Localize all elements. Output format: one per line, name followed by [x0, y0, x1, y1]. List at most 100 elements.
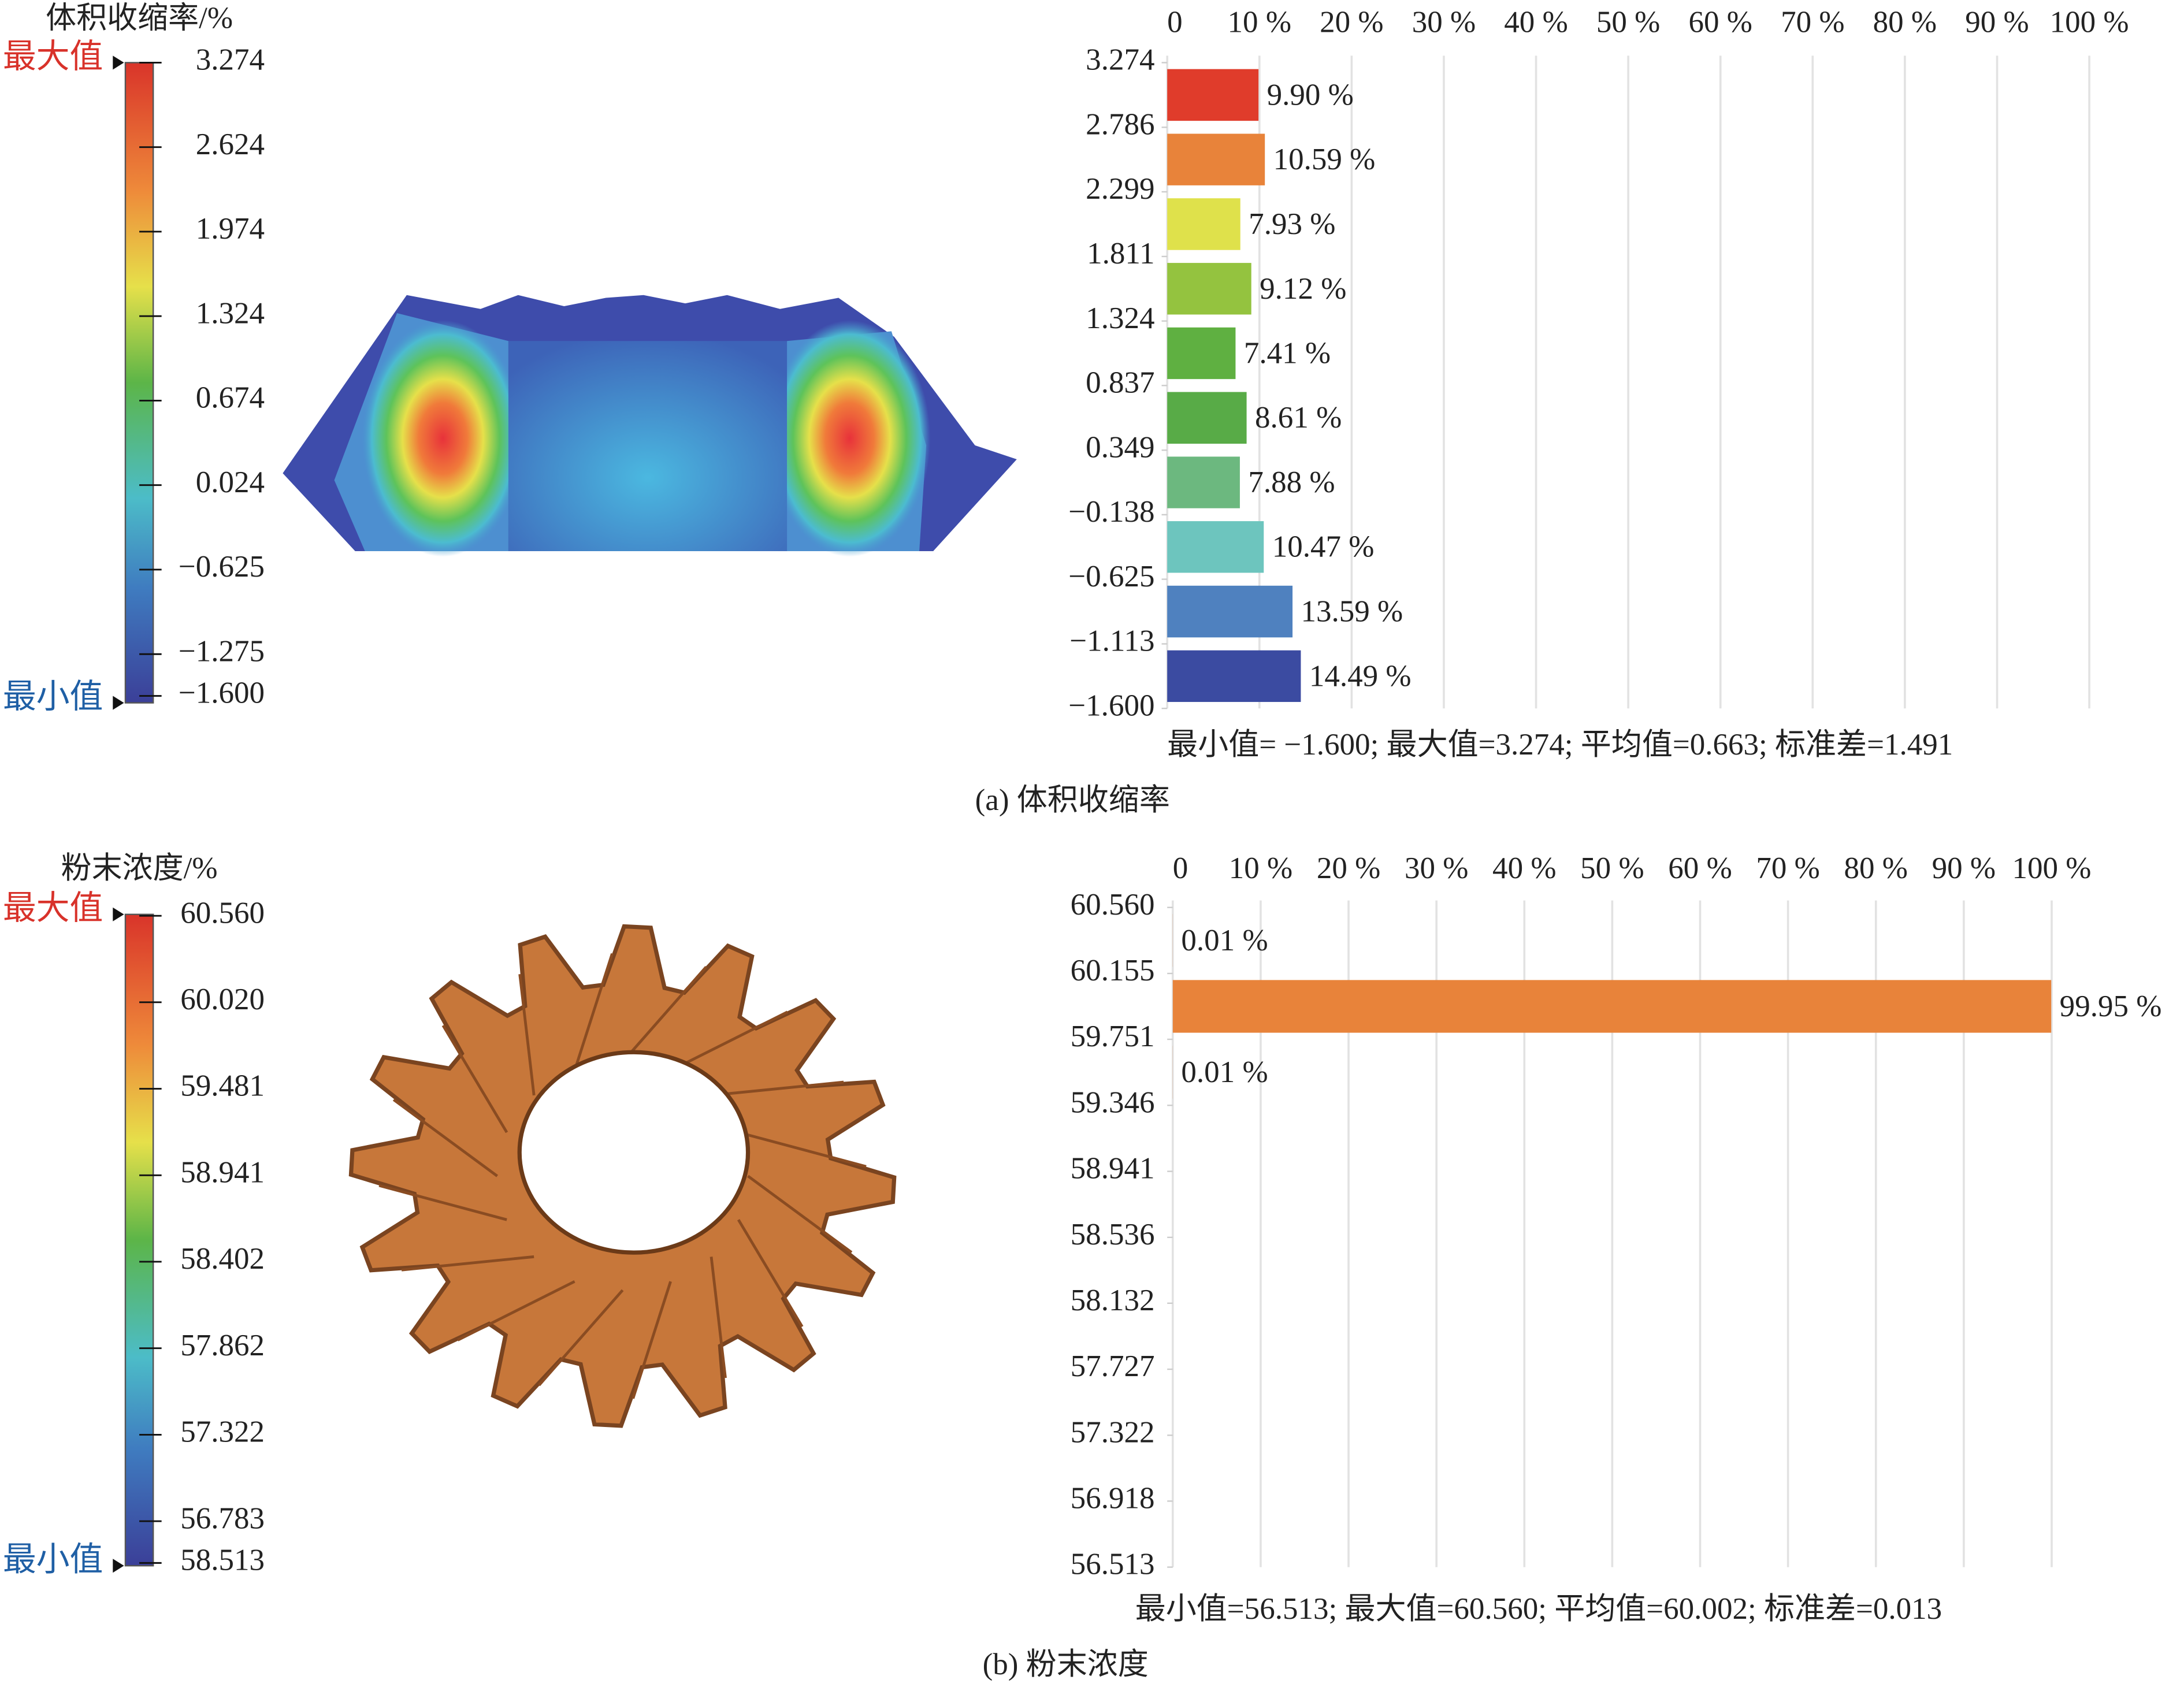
bar	[1172, 980, 2052, 1033]
bar	[1167, 521, 1264, 573]
x-tick-label: 70 %	[1781, 6, 1844, 39]
gear-flank	[378, 1184, 507, 1221]
x-tick-label: 10 %	[1228, 6, 1291, 39]
legend-tick-label: 0.024	[196, 466, 265, 499]
x-tick-label: 50 %	[1580, 852, 1644, 885]
gear-flank	[573, 953, 614, 1071]
gear-flank	[518, 973, 536, 1096]
gear-flank	[747, 1175, 853, 1254]
x-tick-label: 0	[1173, 852, 1188, 885]
gear-flank	[457, 1280, 575, 1341]
legend-min-label: 最小值	[3, 1541, 103, 1578]
gear-flank	[392, 1098, 499, 1177]
y-tick-label: −0.138	[1068, 495, 1154, 529]
value-label: 7.93 %	[1249, 207, 1335, 241]
x-tick-label: 30 %	[1405, 852, 1468, 885]
y-tick-label: 59.346	[1071, 1086, 1155, 1119]
legend-tick-label: 57.322	[180, 1415, 265, 1449]
y-tick-label: 57.727	[1071, 1350, 1155, 1383]
bar	[1167, 327, 1236, 380]
y-tick-label: −1.113	[1069, 625, 1154, 658]
color-bar	[124, 62, 154, 704]
x-tick-label: 100 %	[2050, 6, 2129, 39]
legend-tick-label: 59.481	[180, 1069, 265, 1103]
min-pointer	[113, 1559, 124, 1573]
value-label: 7.88 %	[1248, 466, 1335, 499]
legend-tick-label: 0.674	[196, 381, 265, 415]
y-tick-label: 58.941	[1071, 1152, 1155, 1185]
value-label: 8.61 %	[1255, 401, 1342, 434]
gear-flank	[737, 1219, 804, 1328]
y-tick-label: 58.536	[1071, 1218, 1155, 1251]
bar	[1167, 650, 1301, 703]
legend-tick-label: −1.600	[179, 677, 265, 710]
gear-flank	[710, 1257, 727, 1378]
value-label: 9.12 %	[1260, 272, 1346, 306]
legend-title: 体积收缩率/%	[46, 1, 233, 35]
x-tick-label: 40 %	[1504, 6, 1568, 39]
bar	[1167, 456, 1240, 508]
gear-flank	[621, 965, 708, 1063]
caption: (a) 体积收缩率	[975, 783, 1170, 817]
legend-min-label: 最小值	[3, 678, 103, 715]
y-tick-label: 0.349	[1086, 430, 1154, 464]
x-tick-label: 20 %	[1320, 6, 1383, 39]
x-tick-label: 80 %	[1844, 852, 1908, 885]
x-tick-label: 80 %	[1873, 6, 1937, 39]
value-label: 10.59 %	[1273, 143, 1376, 176]
value-label: 99.95 %	[2060, 990, 2162, 1023]
x-tick-label: 60 %	[1668, 852, 1732, 885]
legend-tick-label: 2.624	[196, 128, 265, 161]
y-tick-label: 56.513	[1071, 1548, 1155, 1581]
value-label: 9.90 %	[1267, 78, 1354, 112]
bar	[1167, 585, 1293, 638]
x-tick-label: 90 %	[1965, 6, 2029, 39]
x-tick-label: 30 %	[1412, 6, 1476, 39]
y-tick-label: −1.600	[1068, 689, 1154, 722]
legend-tick-label: 1.324	[196, 296, 265, 330]
value-label: 0.01 %	[1181, 1056, 1268, 1089]
y-tick-label: 2.299	[1086, 172, 1154, 206]
min-pointer	[113, 696, 124, 710]
y-tick-label: 59.751	[1071, 1020, 1155, 1053]
legend-tick-label: 58.941	[180, 1155, 265, 1189]
x-tick-label: 50 %	[1596, 6, 1660, 39]
y-tick-label: 0.837	[1086, 366, 1154, 399]
legend-tick-label: −1.275	[179, 634, 265, 668]
y-tick-label: 60.560	[1071, 888, 1155, 921]
x-tick-label: 20 %	[1317, 852, 1380, 885]
x-tick-label: 60 %	[1688, 6, 1752, 39]
color-bar	[124, 913, 154, 1567]
y-tick-label: 2.786	[1086, 108, 1154, 142]
y-tick-label: 60.155	[1071, 954, 1155, 987]
value-label: 10.47 %	[1272, 530, 1375, 564]
stats-line: 最小值= −1.600; 最大值=3.274; 平均值=0.663; 标准差=1…	[1167, 728, 1953, 761]
legend-tick-label: 60.020	[180, 983, 265, 1016]
legend-tick-label: 58.513	[180, 1544, 265, 1577]
legend-tick-label: 60.560	[180, 896, 265, 930]
legend-max-label: 最大值	[3, 38, 103, 75]
bar	[1167, 198, 1240, 250]
caption: (b) 粉末浓度	[983, 1648, 1149, 1681]
y-tick-label: 58.132	[1071, 1284, 1155, 1317]
value-label: 14.49 %	[1309, 659, 1412, 693]
legend-tick-label: 1.974	[196, 212, 265, 246]
x-tick-label: 10 %	[1229, 852, 1292, 885]
legend-max-label: 最大值	[3, 889, 103, 927]
gear-flank	[632, 1281, 672, 1399]
x-tick-label: 0	[1167, 6, 1183, 39]
legend-tick-label: −0.625	[179, 550, 265, 584]
bar	[1167, 263, 1251, 315]
x-tick-label: 100 %	[2012, 852, 2092, 885]
concentration-render	[348, 924, 897, 1428]
y-tick-label: 1.324	[1086, 302, 1154, 335]
gear-flank	[538, 1289, 624, 1387]
gear-flank	[441, 1024, 508, 1133]
bar	[1167, 133, 1265, 185]
x-tick-label: 90 %	[1932, 852, 1996, 885]
y-tick-label: 57.322	[1071, 1416, 1155, 1450]
y-tick-label: −0.625	[1068, 560, 1154, 593]
gear-flank	[401, 1255, 534, 1272]
